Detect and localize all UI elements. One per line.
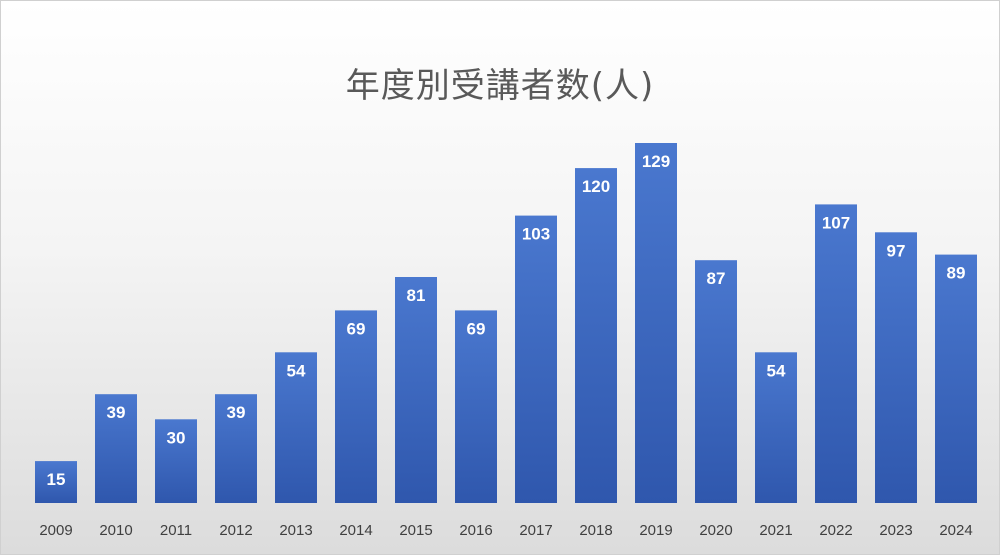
data-label-2009: 15 [47, 470, 66, 489]
data-label-2016: 69 [467, 319, 486, 338]
bar-2020 [695, 260, 737, 503]
data-labels-group: 15 39 30 39 54 69 81 69 103 120 129 87 54 107 97 89 [47, 152, 966, 489]
x-tick-label-2009: 2009 [39, 522, 72, 539]
x-tick-label-2021: 2021 [759, 522, 792, 539]
bar-2024 [935, 254, 977, 503]
bar-2015 [395, 277, 437, 503]
bar-2013 [275, 352, 317, 503]
x-tick-label-2014: 2014 [339, 522, 372, 539]
bar-2010 [95, 394, 137, 503]
bar-2023 [875, 232, 917, 504]
bar-2014 [335, 310, 377, 503]
x-tick-label-2022: 2022 [819, 522, 852, 539]
data-label-2013: 54 [287, 361, 306, 380]
bar-2011 [155, 419, 197, 503]
bar-2016 [455, 310, 497, 503]
x-tick-label-2020: 2020 [699, 522, 732, 539]
data-label-2014: 69 [347, 319, 366, 338]
x-tick-label-2012: 2012 [219, 522, 252, 539]
x-tick-label-2018: 2018 [579, 522, 612, 539]
bar-2018 [575, 168, 617, 503]
data-label-2023: 97 [887, 241, 906, 260]
bar-2009 [35, 461, 77, 503]
chart-title: 年度別受講者数(人) [345, 66, 655, 106]
x-tick-label-2024: 2024 [939, 522, 972, 539]
bars-group [35, 143, 977, 504]
x-tick-label-2015: 2015 [399, 522, 432, 539]
data-label-2018: 120 [582, 177, 610, 196]
data-label-2022: 107 [822, 213, 850, 232]
x-tick-label-2011: 2011 [160, 522, 192, 539]
data-label-2019: 129 [642, 152, 670, 171]
x-tick-label-2013: 2013 [279, 522, 312, 539]
data-label-2010: 39 [107, 403, 126, 422]
x-tick-label-2016: 2016 [459, 522, 492, 539]
bar-2012 [215, 394, 257, 503]
x-tick-label-2019: 2019 [639, 522, 672, 539]
data-label-2024: 89 [947, 264, 966, 283]
x-tick-label-2017: 2017 [519, 522, 552, 539]
data-label-2021: 54 [767, 361, 786, 380]
x-axis-ticks-group: 2009 2010 2011 2012 2013 2014 2015 2016 2017 2018… [39, 522, 972, 539]
data-label-2012: 39 [227, 403, 246, 422]
bar-2022 [815, 204, 857, 503]
x-tick-label-2023: 2023 [879, 522, 912, 539]
x-tick-label-2010: 2010 [99, 522, 132, 539]
data-label-2015: 81 [407, 286, 426, 305]
data-label-2011: 30 [167, 428, 186, 447]
bar-2019 [635, 143, 677, 503]
data-label-2017: 103 [522, 225, 550, 244]
data-label-2020: 87 [707, 269, 726, 288]
bar-2021 [755, 352, 797, 503]
bar-2017 [515, 215, 557, 503]
